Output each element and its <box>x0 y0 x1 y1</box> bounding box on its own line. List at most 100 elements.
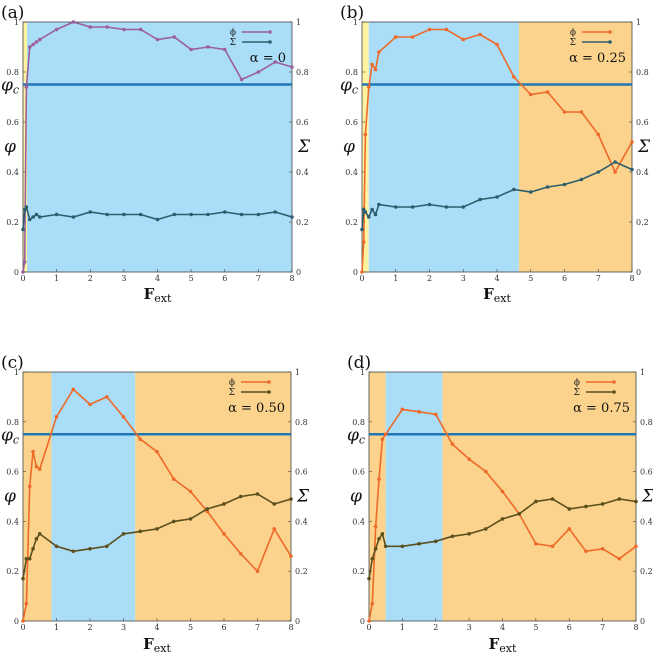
x-tick-label: 8 <box>629 274 634 283</box>
sigma-data-point <box>370 207 374 212</box>
alpha-label: α = 0.75 <box>573 401 630 416</box>
phi-data-point <box>122 27 126 32</box>
phi-data-point <box>579 110 584 114</box>
phi-data-point <box>54 415 59 419</box>
phi-data-point <box>37 467 42 471</box>
y-tick-label-right: 0.6 <box>636 118 649 127</box>
panel-4: 0 1 2 3 4 5 6 7 80 00.2 0.20.4 0.40.6 0.60.8 0.81 1(d)… <box>347 353 653 654</box>
phi-data-point <box>596 132 601 137</box>
y-tick-label-left: 0 <box>360 617 365 626</box>
x-tick-label: 2 <box>433 623 438 632</box>
sigma-data-point <box>373 212 378 217</box>
y-tick-label-left: 0.4 <box>6 517 19 526</box>
x-axis-label: Fext <box>489 635 517 654</box>
x-tick-label: 4 <box>494 274 499 283</box>
y-tick-label-right: 0.4 <box>295 517 308 526</box>
y-tick-label-right: 0.2 <box>640 567 653 576</box>
y-tick-label-right: 0 <box>636 268 641 277</box>
phi-data-point <box>393 35 398 39</box>
panel-label: (a) <box>1 3 24 23</box>
phi-c-subscript: c <box>352 84 358 97</box>
phi-data-point <box>467 457 471 461</box>
sigma-data-point <box>500 517 505 521</box>
panel-1: 0 1 2 3 4 5 6 7 80 00.2 0.20.4 0.40.6 0.60.8 0.81 1(a)… <box>1 3 311 305</box>
sigma-data-point <box>567 507 572 511</box>
sigma-data-point <box>380 532 385 536</box>
phi-data-point <box>34 464 39 469</box>
phi-data-point <box>427 27 432 32</box>
y-tick-label-right: 0.6 <box>296 118 309 127</box>
phi-c-label: φc <box>1 425 19 446</box>
y-tick-label-right: 0.4 <box>636 168 649 177</box>
y-tick-label-left: 1 <box>360 368 365 377</box>
sigma-data-point <box>34 212 39 217</box>
sigma-data-point <box>617 497 622 501</box>
sigma-data-point <box>171 519 176 524</box>
x-tick-label: 3 <box>121 623 126 632</box>
sigma-data-point <box>138 529 143 534</box>
phi-data-point <box>630 140 634 144</box>
x-axis-label: Fext <box>483 285 511 305</box>
sigma-data-point <box>512 187 516 192</box>
legend-label: Σ <box>574 388 580 398</box>
x-axis-label: Fext <box>143 635 171 654</box>
phi-data-point <box>24 601 29 606</box>
sigma-data-point <box>579 177 584 182</box>
y-tick-label-left: 0.8 <box>345 68 358 77</box>
phi-data-point <box>88 402 92 407</box>
y-tick-label-right: 0.4 <box>296 168 309 177</box>
phi-data-point <box>290 65 294 69</box>
legend-label: ϕ <box>570 28 576 38</box>
legend-marker <box>612 390 616 394</box>
phi-data-point <box>138 437 143 442</box>
phi-c-subscript: c <box>13 433 19 446</box>
sigma-data-point <box>410 205 415 209</box>
phi-data-point <box>34 40 39 44</box>
sigma-series-line <box>361 161 633 230</box>
x-axis-label-subscript: ext <box>154 292 172 305</box>
regime-region-3 <box>442 372 636 621</box>
phi-data-point <box>206 45 210 49</box>
sigma-data-point <box>121 532 126 536</box>
sigma-data-point <box>495 195 499 199</box>
y-tick-label-left: 0.4 <box>6 168 19 177</box>
sigma-data-point <box>366 215 371 219</box>
x-axis-label-subscript: ext <box>154 642 172 654</box>
phi-data-point <box>38 37 42 42</box>
phi-data-point <box>366 85 371 89</box>
phi-data-point <box>484 469 488 474</box>
sigma-data-point <box>467 532 471 536</box>
y-tick-label-right: 0.2 <box>295 567 308 576</box>
phi-data-point <box>377 477 381 481</box>
sigma-data-point <box>600 502 605 506</box>
phi-data-point <box>377 50 381 54</box>
sigma-data-point <box>377 202 381 207</box>
sigma-data-point <box>189 212 193 217</box>
phi-data-point <box>21 619 25 623</box>
phi-data-point <box>634 544 638 549</box>
panel-label: (b) <box>340 3 364 23</box>
x-tick-label: 1 <box>54 623 59 632</box>
sigma-data-point <box>34 537 39 541</box>
alpha-label: α = 0.25 <box>569 51 626 66</box>
phi-data-point <box>367 619 371 623</box>
phi-data-point <box>433 412 438 417</box>
alpha-label: α = 0 <box>250 51 286 66</box>
y-tick-label-left: 0.2 <box>6 567 19 576</box>
x-tick-label: 3 <box>467 623 472 632</box>
x-tick-label: 1 <box>54 274 59 283</box>
y-tick-label-right: 1 <box>296 18 301 27</box>
sigma-data-point <box>484 527 488 531</box>
phi-data-point <box>272 527 277 531</box>
y-axis-label-left: φ <box>343 137 355 157</box>
y-axis-label-left: φ <box>4 137 16 157</box>
phi-data-point <box>562 110 567 114</box>
phi-data-point <box>222 47 227 52</box>
y-axis-label-left: φ <box>350 487 362 507</box>
sigma-data-point <box>31 546 35 551</box>
legend-label: ϕ <box>574 378 580 388</box>
phi-data-point <box>373 524 378 529</box>
phi-data-point <box>380 437 385 442</box>
y-tick-label-left: 0.6 <box>6 468 19 477</box>
legend-marker <box>267 380 271 384</box>
